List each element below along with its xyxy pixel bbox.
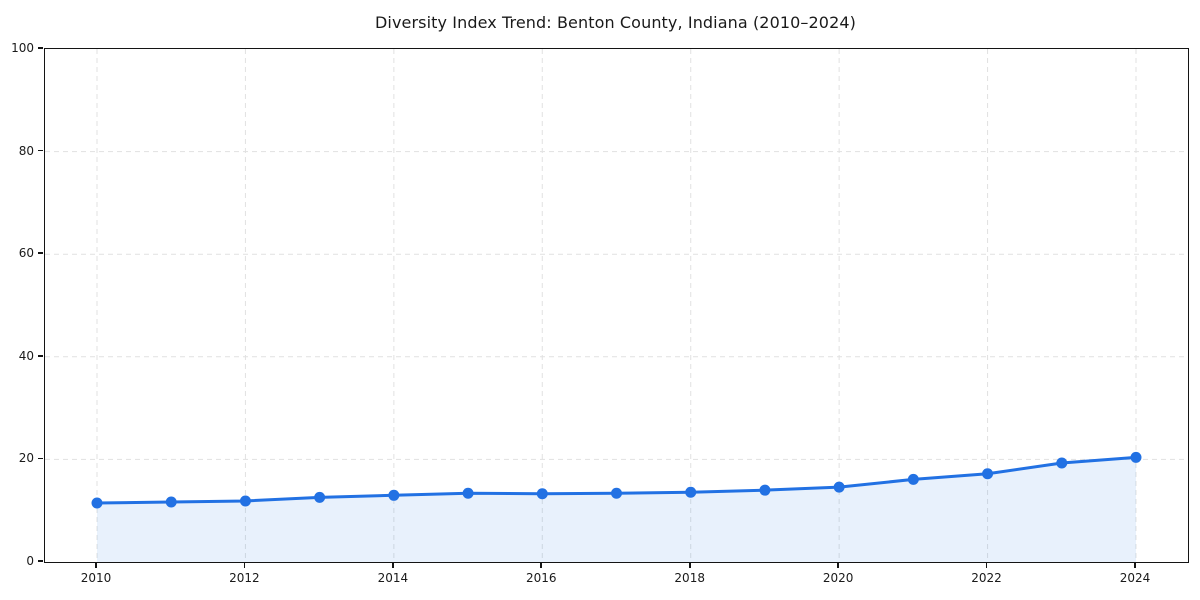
y-tick-mark xyxy=(38,457,43,460)
data-point-2023 xyxy=(1056,457,1068,469)
x-tick-label: 2016 xyxy=(526,571,557,585)
data-point-2021 xyxy=(907,473,919,485)
x-tick-label: 2010 xyxy=(80,571,112,585)
y-tick-label: 100 xyxy=(11,41,34,55)
x-tick-mark xyxy=(688,563,691,568)
x-tick-label: 2018 xyxy=(674,571,705,585)
data-point-2024 xyxy=(1130,451,1142,463)
line-chart-canvas xyxy=(45,49,1188,562)
x-tick-label: 2022 xyxy=(971,571,1002,585)
y-tick-mark xyxy=(38,149,43,152)
y-tick-mark xyxy=(38,355,43,357)
y-tick-label: 20 xyxy=(18,451,34,466)
data-point-2019 xyxy=(759,484,771,496)
y-tick-mark xyxy=(38,252,43,254)
data-point-2016 xyxy=(536,488,548,500)
data-point-2011 xyxy=(165,496,177,508)
y-tick-mark xyxy=(38,560,43,562)
data-point-2014 xyxy=(388,489,400,501)
data-point-2020 xyxy=(833,481,845,493)
plot-area xyxy=(44,48,1189,563)
x-tick-mark xyxy=(95,563,97,568)
x-tick-mark xyxy=(1134,563,1136,568)
x-tick-label: 2014 xyxy=(377,571,409,585)
x-tick-label: 2024 xyxy=(1119,571,1151,585)
x-tick-mark xyxy=(540,563,543,568)
data-point-2015 xyxy=(462,487,474,499)
chart-title: Diversity Index Trend: Benton County, In… xyxy=(375,13,856,32)
data-point-2018 xyxy=(685,486,697,498)
y-tick-label: 60 xyxy=(18,246,34,261)
x-tick-mark xyxy=(985,563,988,568)
y-tick-label: 40 xyxy=(18,348,34,363)
x-tick-mark xyxy=(243,563,246,568)
x-tick-mark xyxy=(392,563,394,568)
x-tick-mark xyxy=(837,563,839,568)
x-tick-label: 2012 xyxy=(229,571,260,585)
data-point-2013 xyxy=(314,491,326,503)
data-point-2010 xyxy=(91,497,103,509)
x-tick-label: 2020 xyxy=(822,571,854,585)
y-tick-label: 80 xyxy=(18,143,34,158)
data-point-2017 xyxy=(611,487,622,499)
y-tick-mark xyxy=(38,47,43,49)
data-point-2012 xyxy=(239,495,251,507)
y-tick-label: 0 xyxy=(26,554,34,568)
data-point-2022 xyxy=(982,468,994,480)
